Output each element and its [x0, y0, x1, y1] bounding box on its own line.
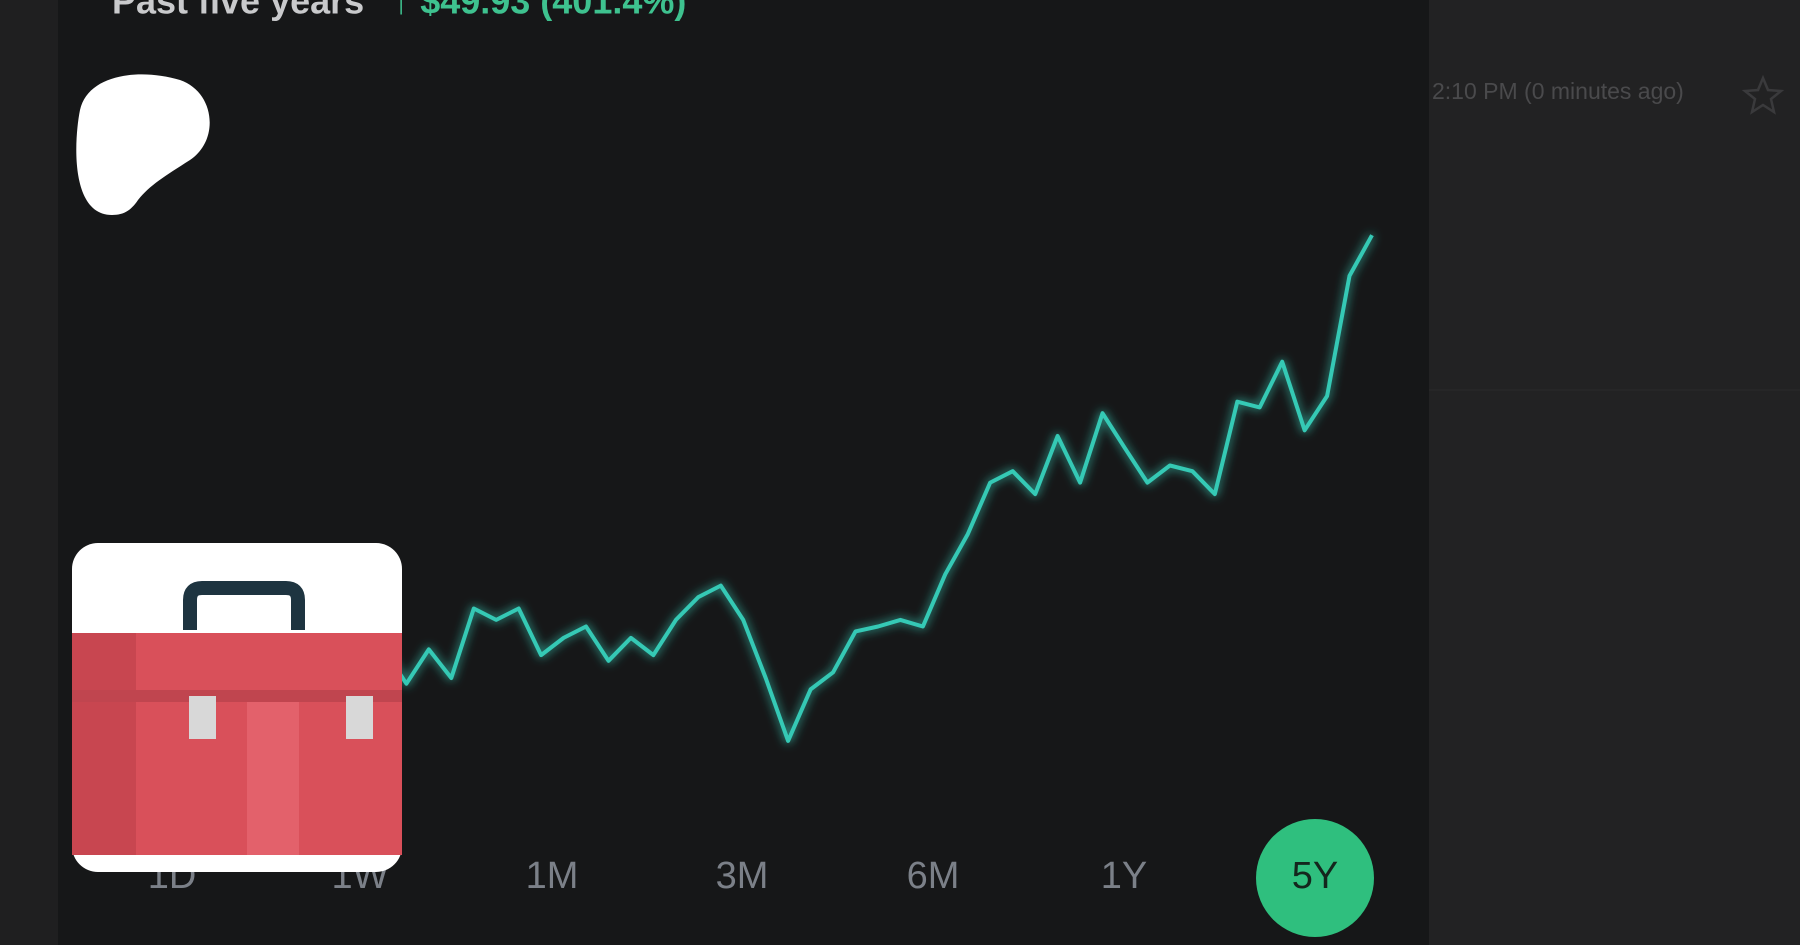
- selected-range-bg: [1256, 819, 1374, 937]
- side-panel: [1429, 0, 1800, 945]
- star-button[interactable]: [1741, 74, 1785, 115]
- range-button[interactable]: 5Y: [1292, 855, 1338, 897]
- price-change: ↑ $49.93 (401.4%): [392, 0, 686, 22]
- timestamp: 2:10 PM (0 minutes ago): [1432, 78, 1684, 104]
- period-title: Past five years: [112, 0, 364, 22]
- range-button[interactable]: 1M: [526, 855, 579, 897]
- range-button[interactable]: 1Y: [1101, 855, 1147, 897]
- app-logo: [76, 74, 210, 215]
- range-button[interactable]: 6M: [907, 855, 960, 897]
- range-button[interactable]: 3M: [716, 855, 769, 897]
- toolbox-icon: [72, 543, 402, 872]
